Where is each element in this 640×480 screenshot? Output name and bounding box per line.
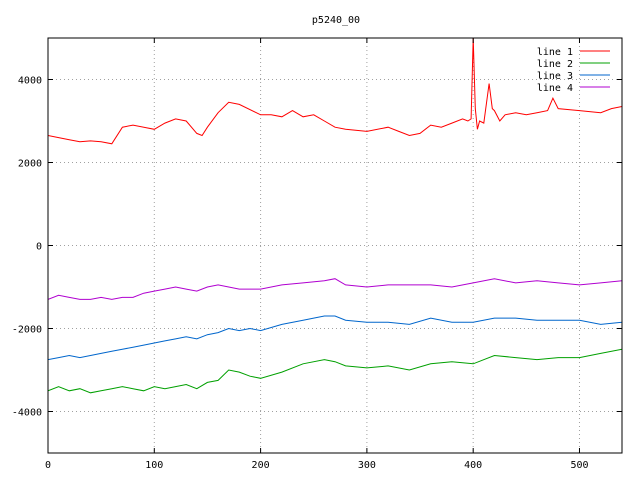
tick-layer: 0 100 200 300 400 500 -4000 -2000 0 2000 4000 bbox=[12, 38, 622, 471]
legend-label-3: line 3 bbox=[537, 71, 573, 82]
legend-label-1: line 1 bbox=[537, 47, 573, 58]
grid-lines bbox=[48, 38, 622, 453]
y-tick-label: 0 bbox=[36, 242, 42, 253]
legend-label-4: line 4 bbox=[537, 83, 573, 94]
series-layer bbox=[48, 38, 622, 394]
x-tick-label: 400 bbox=[464, 460, 482, 471]
y-tick-label: 2000 bbox=[18, 159, 42, 170]
x-tick-label: 200 bbox=[252, 460, 270, 471]
legend-label-2: line 2 bbox=[537, 59, 573, 70]
series-line-3 bbox=[48, 315, 622, 361]
y-tick-label: -4000 bbox=[12, 408, 42, 419]
series-line-4 bbox=[48, 278, 622, 300]
y-tick-label: -2000 bbox=[12, 325, 42, 336]
x-tick-label: 500 bbox=[570, 460, 588, 471]
x-tick-label: 0 bbox=[45, 460, 51, 471]
y-tick-label: 4000 bbox=[18, 76, 42, 87]
x-tick-label: 100 bbox=[145, 460, 163, 471]
plot-frame bbox=[47, 37, 623, 454]
series-line-2 bbox=[48, 348, 622, 394]
series-line-1 bbox=[48, 38, 622, 145]
x-tick-label: 300 bbox=[358, 460, 376, 471]
chart-title: p5240_00 bbox=[312, 15, 360, 26]
